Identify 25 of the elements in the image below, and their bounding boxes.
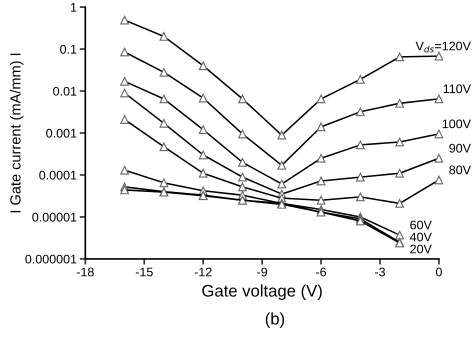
x-tick-label: 0 bbox=[436, 268, 442, 276]
x-tick-label: -9 bbox=[257, 268, 268, 276]
series-label: 40V bbox=[410, 232, 432, 242]
series-label: 100V bbox=[442, 119, 471, 128]
x-tick-label: -12 bbox=[194, 268, 212, 276]
y-axis-title: I Gate current (mA/mm) I bbox=[10, 54, 24, 212]
y-tick-label: 0.001 bbox=[46, 128, 76, 138]
text: (b) bbox=[266, 312, 284, 328]
series-label: 80V bbox=[449, 165, 471, 174]
x-tick-label: -6 bbox=[316, 268, 326, 276]
series-label: 90V bbox=[449, 144, 471, 153]
series-label: 20V bbox=[410, 244, 432, 254]
y-tick-label: 0.0001 bbox=[39, 170, 76, 180]
y-tick-label: 0.1 bbox=[60, 44, 76, 54]
series-label: 110V bbox=[444, 84, 471, 94]
y-tick-label: 0.00001 bbox=[32, 212, 76, 222]
x-tick-label: -18 bbox=[76, 268, 94, 276]
x-tick-label: -3 bbox=[374, 268, 385, 276]
series-label: 60V bbox=[410, 220, 432, 230]
y-tick-label: 1 bbox=[70, 3, 76, 12]
x-axis-title: Gate voltage (V) bbox=[202, 284, 322, 300]
x-tick-label: -15 bbox=[136, 268, 153, 276]
series-label: V$_{ds}$=120V bbox=[416, 42, 471, 52]
y-tick-label: 0.000001 bbox=[25, 254, 76, 264]
y-tick-label: 0.01 bbox=[53, 86, 76, 96]
